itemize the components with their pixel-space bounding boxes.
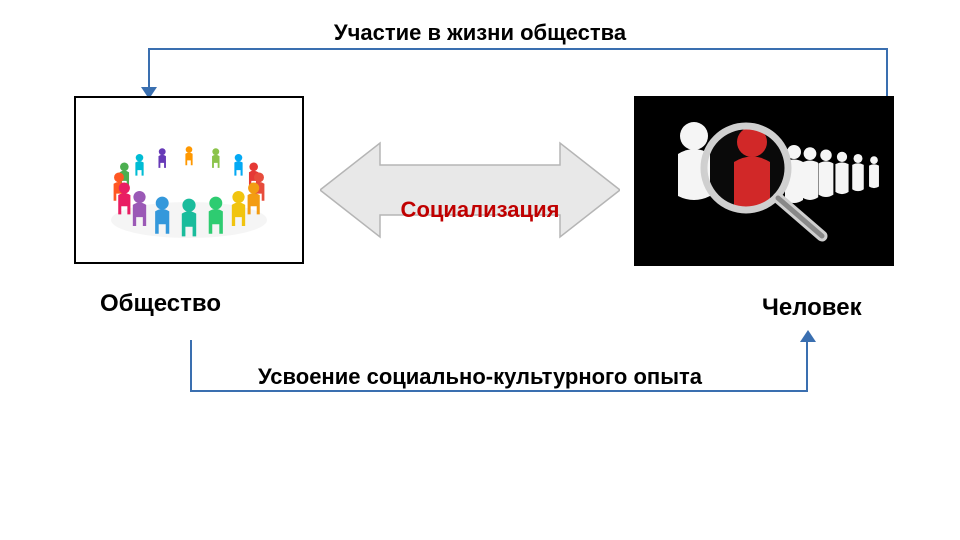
title-bottom: Усвоение социально-культурного опыта	[258, 364, 702, 390]
right-scene-svg	[644, 106, 884, 256]
label-center: Социализация	[401, 197, 560, 223]
image-society	[74, 96, 304, 264]
arrowhead-bottom	[800, 330, 816, 342]
label-society: Общество	[100, 290, 221, 318]
connector-top	[148, 48, 888, 96]
label-person: Человек	[762, 294, 862, 322]
image-person	[634, 96, 894, 266]
title-top: Участие в жизни общества	[334, 20, 626, 46]
double-arrow	[320, 135, 620, 245]
people-circle-svg	[89, 110, 289, 250]
